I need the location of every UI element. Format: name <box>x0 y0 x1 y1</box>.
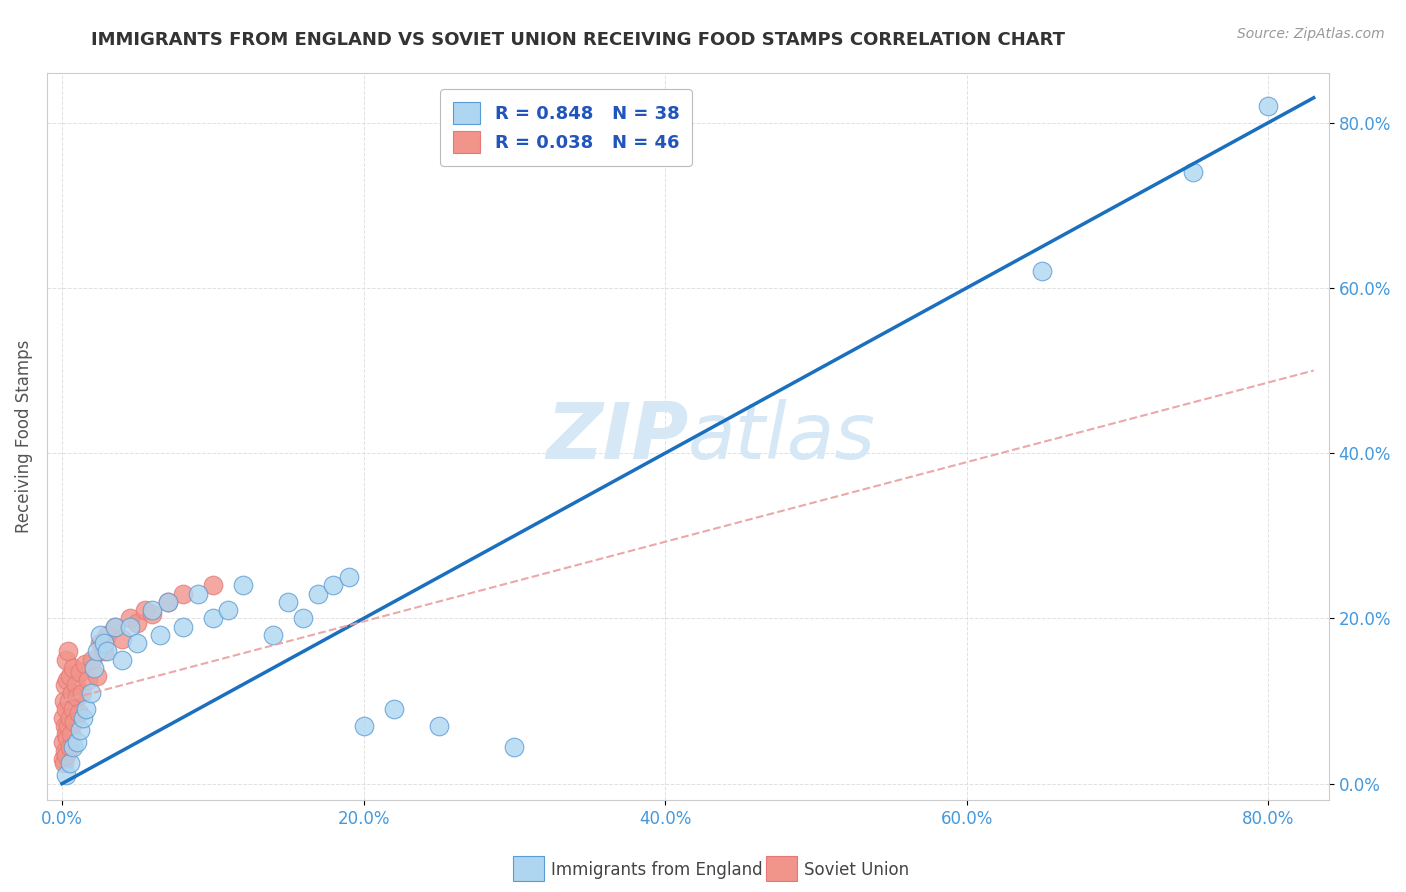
Point <box>79 686 101 700</box>
Point <box>62 739 84 754</box>
Point <box>53 719 76 733</box>
Point <box>503 739 526 754</box>
Point <box>96 644 118 658</box>
Point <box>62 702 84 716</box>
Point <box>111 653 134 667</box>
Point <box>201 611 224 625</box>
Point <box>353 719 375 733</box>
Point <box>70 686 93 700</box>
Point <box>83 661 105 675</box>
Point <box>277 595 299 609</box>
Point <box>53 744 76 758</box>
Point <box>59 710 82 724</box>
Point <box>141 607 163 622</box>
Point <box>56 731 79 746</box>
Text: IMMIGRANTS FROM ENGLAND VS SOVIET UNION RECEIVING FOOD STAMPS CORRELATION CHART: IMMIGRANTS FROM ENGLAND VS SOVIET UNION … <box>91 31 1066 49</box>
Point <box>62 661 84 675</box>
Point <box>56 673 79 688</box>
Point <box>75 702 97 716</box>
Point <box>58 694 80 708</box>
Point <box>217 603 239 617</box>
Point <box>55 768 77 782</box>
Point <box>55 727 77 741</box>
Point <box>69 723 91 737</box>
Point <box>58 669 80 683</box>
Point <box>63 714 86 729</box>
Point <box>118 611 141 625</box>
Point <box>56 719 79 733</box>
Point <box>69 665 91 680</box>
Point <box>52 752 75 766</box>
Point <box>67 706 90 721</box>
Point <box>134 603 156 617</box>
Point <box>86 669 108 683</box>
Point <box>65 677 87 691</box>
Y-axis label: Receiving Food Stamps: Receiving Food Stamps <box>15 340 32 533</box>
Point <box>55 747 77 762</box>
Point <box>60 686 83 700</box>
Point <box>187 586 209 600</box>
Point <box>72 710 94 724</box>
Point <box>322 578 344 592</box>
Point <box>292 611 315 625</box>
Point <box>382 702 405 716</box>
Point <box>66 735 89 749</box>
Point <box>55 702 77 716</box>
Point <box>55 653 77 667</box>
Point <box>86 644 108 658</box>
Text: atlas: atlas <box>688 399 876 475</box>
Point <box>127 636 149 650</box>
Point <box>52 735 75 749</box>
Point <box>172 620 194 634</box>
Point <box>58 739 80 754</box>
Point <box>156 595 179 609</box>
Point <box>93 644 115 658</box>
Point <box>1031 264 1053 278</box>
Text: Source: ZipAtlas.com: Source: ZipAtlas.com <box>1237 27 1385 41</box>
Point <box>53 756 76 770</box>
Point <box>53 694 76 708</box>
Point <box>141 603 163 617</box>
Point <box>1182 165 1205 179</box>
Point <box>76 673 98 688</box>
Point <box>149 628 172 642</box>
Point <box>111 632 134 646</box>
Point <box>66 690 89 704</box>
Point <box>337 570 360 584</box>
Point <box>58 756 80 770</box>
Point <box>53 677 76 691</box>
Point <box>262 628 284 642</box>
Point <box>89 636 111 650</box>
Point <box>232 578 254 592</box>
Point <box>307 586 329 600</box>
Point <box>104 620 127 634</box>
Text: Immigrants from England: Immigrants from England <box>551 861 763 879</box>
Point <box>60 727 83 741</box>
Point <box>156 595 179 609</box>
Point <box>201 578 224 592</box>
Legend: R = 0.848   N = 38, R = 0.038   N = 46: R = 0.848 N = 38, R = 0.038 N = 46 <box>440 89 692 166</box>
Point <box>1257 99 1279 113</box>
Point <box>89 628 111 642</box>
Point <box>82 653 104 667</box>
Point <box>172 586 194 600</box>
Text: Soviet Union: Soviet Union <box>804 861 910 879</box>
Point <box>127 615 149 630</box>
Text: ZIP: ZIP <box>546 399 688 475</box>
Point <box>427 719 450 733</box>
Point <box>73 657 96 671</box>
Point <box>56 644 79 658</box>
Point <box>93 636 115 650</box>
Point <box>118 620 141 634</box>
Point <box>104 620 127 634</box>
Point <box>96 628 118 642</box>
Point <box>52 710 75 724</box>
